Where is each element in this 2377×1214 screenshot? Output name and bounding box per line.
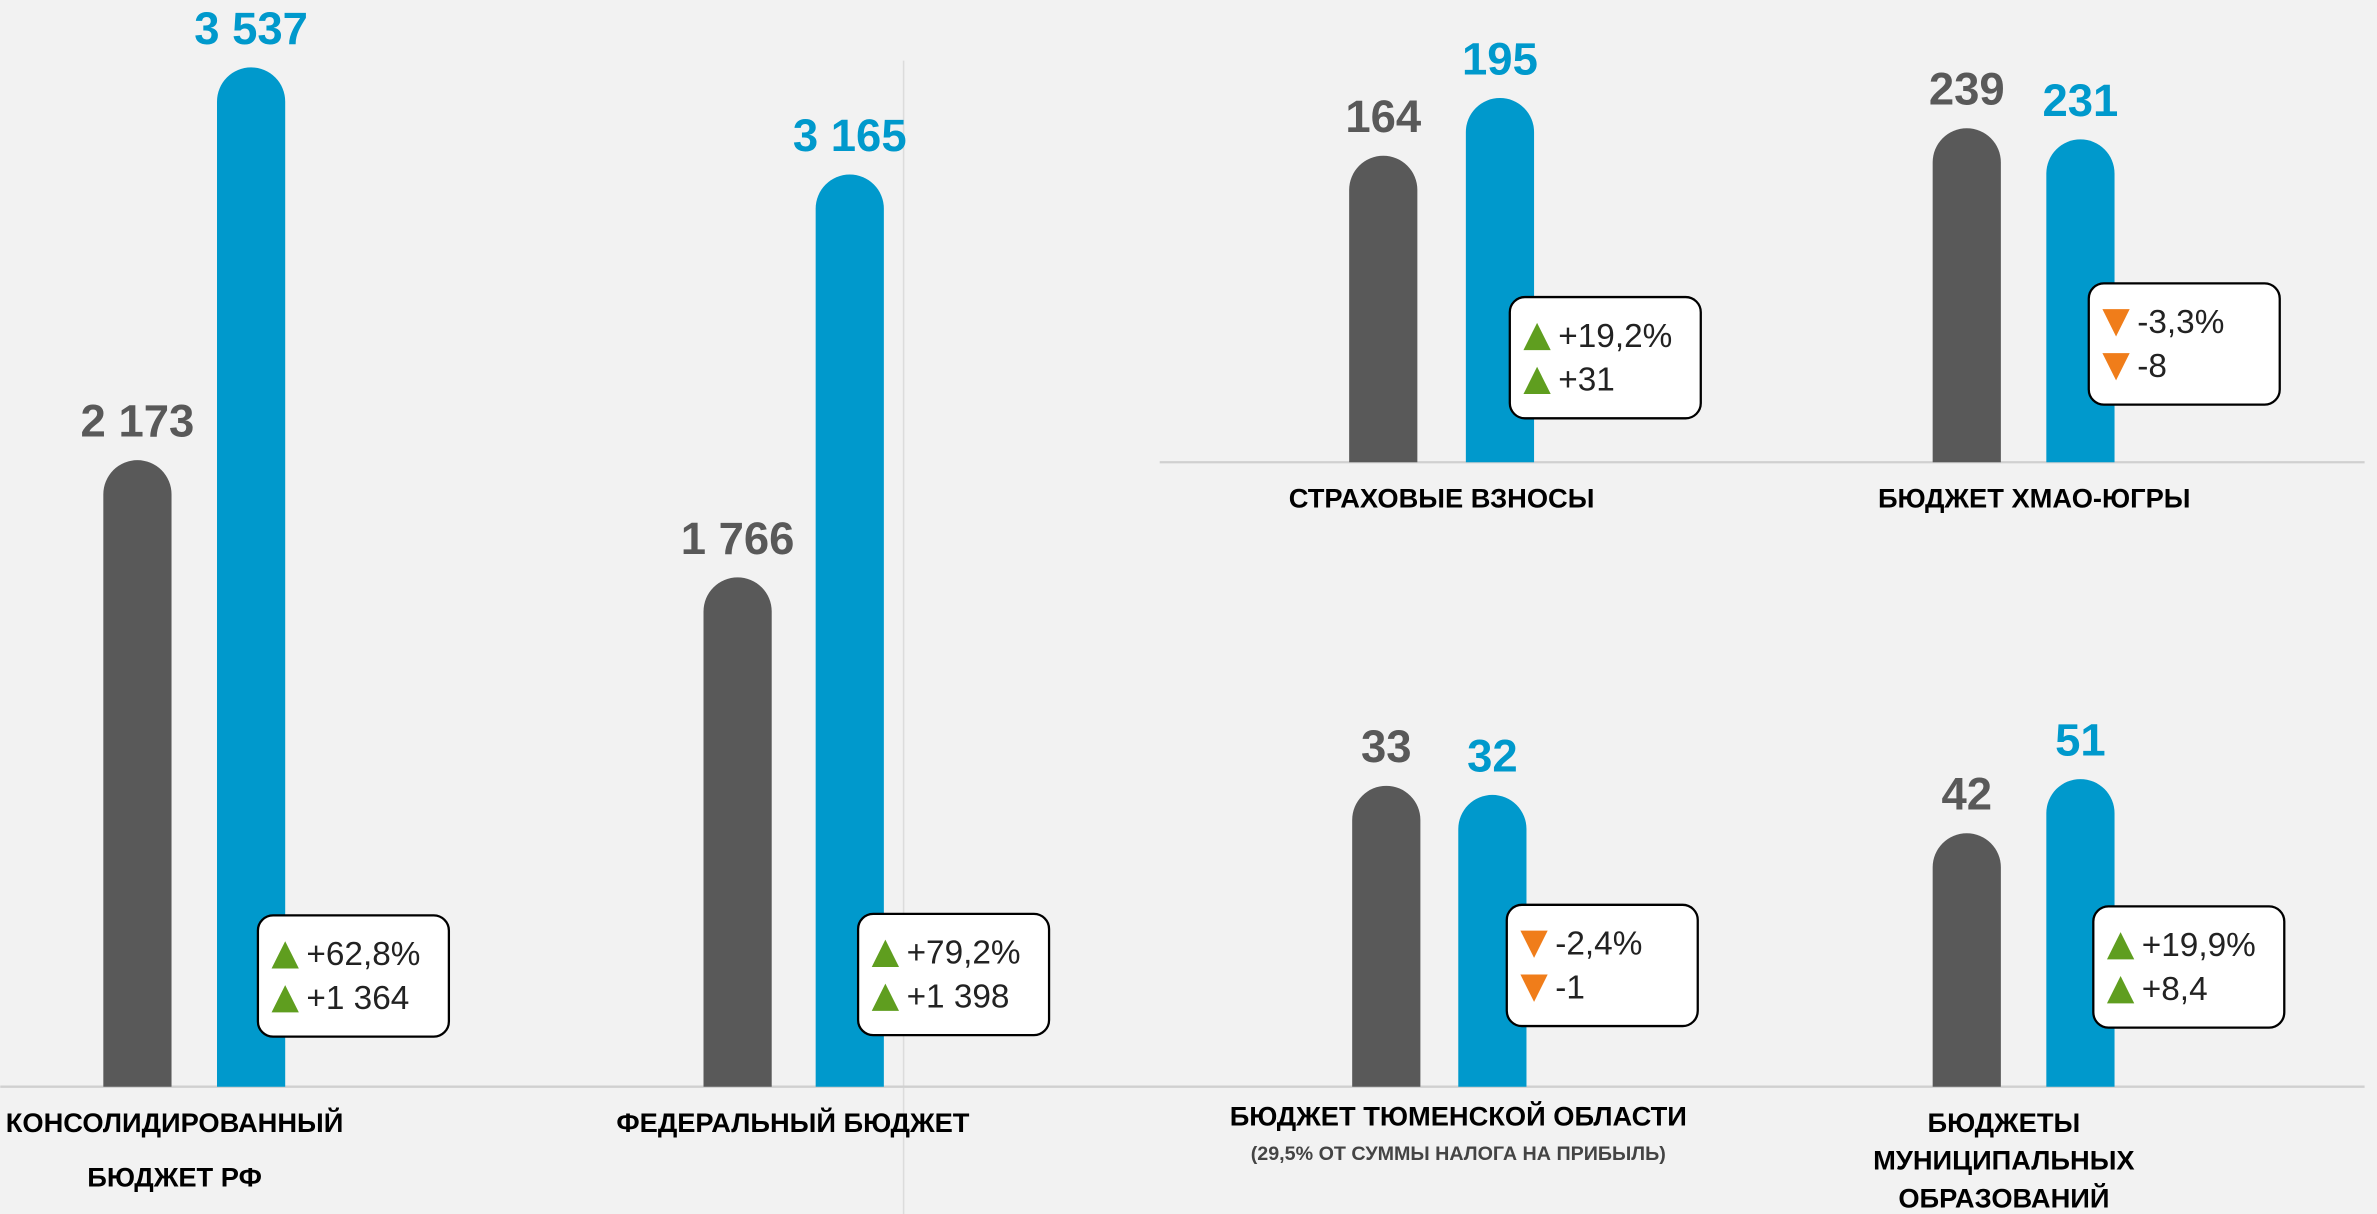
bar: [1932, 833, 2001, 1087]
bar: [103, 460, 172, 1087]
value-label: 33: [1361, 721, 1412, 772]
category-label: БЮДЖЕТЫ: [1928, 1107, 2081, 1138]
trend-arrow: [1520, 974, 1548, 1002]
bar: [1932, 128, 2001, 463]
change-label: -2,4%: [1555, 926, 1642, 963]
value-label: 231: [2043, 75, 2119, 126]
category-label: ОБРАЗОВАНИЙ: [1898, 1183, 2109, 1214]
trend-arrow: [871, 983, 900, 1011]
value-label: 3 165: [793, 110, 907, 161]
category-label: ФЕДЕРАЛЬНЫЙ БЮДЖЕТ: [616, 1107, 969, 1138]
bar: [216, 67, 286, 1087]
category-label: СТРАХОВЫЕ ВЗНОСЫ: [1289, 482, 1595, 513]
category-sublabel: (29,5% ОТ СУММЫ НАЛОГА НА ПРИБЫЛЬ): [1251, 1143, 1666, 1165]
trend-arrow: [2102, 309, 2130, 337]
value-label: 32: [1467, 730, 1518, 781]
change-label: +62,8%: [306, 936, 420, 973]
trend-arrow: [271, 985, 299, 1013]
change-label: +19,9%: [2142, 927, 2256, 964]
trend-arrow: [2106, 976, 2135, 1004]
trend-arrow: [271, 941, 299, 969]
change-label: +8,4: [2142, 971, 2208, 1008]
bar: [703, 577, 772, 1087]
change-label: +1 364: [306, 980, 409, 1017]
value-label: 195: [1462, 33, 1538, 84]
change-label: +31: [1558, 362, 1615, 399]
change-box: [256, 914, 451, 1038]
change-label: +1 398: [907, 979, 1010, 1016]
change-box: [1505, 903, 1699, 1028]
category-label: КОНСОЛИДИРОВАННЫЙ: [6, 1107, 344, 1138]
bar: [1352, 785, 1421, 1087]
category-label: БЮДЖЕТ ТЮМЕНСКОЙ ОБЛАСТИ: [1230, 1101, 1687, 1132]
bar: [1349, 155, 1418, 463]
value-label: 42: [1941, 769, 1992, 820]
trend-arrow: [1523, 366, 1551, 395]
change-label: -1: [1555, 970, 1585, 1007]
trend-arrow: [2106, 932, 2135, 960]
change-label: -3,3%: [2137, 304, 2224, 341]
bar: [815, 174, 884, 1087]
value-label: 239: [1929, 64, 2005, 115]
change-label: +79,2%: [907, 935, 1021, 972]
change-box: [2092, 905, 2286, 1029]
category-label: МУНИЦИПАЛЬНЫХ: [1873, 1145, 2134, 1176]
change-box: [856, 912, 1051, 1037]
change-label: -8: [2137, 348, 2167, 385]
value-label: 3 537: [194, 3, 308, 54]
trend-arrow: [1523, 322, 1551, 351]
change-box: [2087, 282, 2281, 406]
trend-arrow: [1520, 930, 1548, 958]
value-label: 1 766: [681, 513, 795, 564]
trend-arrow: [2102, 353, 2130, 381]
trend-arrow: [871, 939, 900, 967]
category-label: БЮДЖЕТ РФ: [87, 1161, 262, 1192]
value-label: 2 173: [81, 396, 195, 447]
value-label: 164: [1345, 91, 1422, 142]
category-label: БЮДЖЕТ ХМАО-ЮГРЫ: [1878, 482, 2191, 513]
value-label: 51: [2055, 714, 2106, 765]
change-label: +19,2%: [1558, 318, 1672, 355]
change-box: [1508, 295, 1702, 420]
